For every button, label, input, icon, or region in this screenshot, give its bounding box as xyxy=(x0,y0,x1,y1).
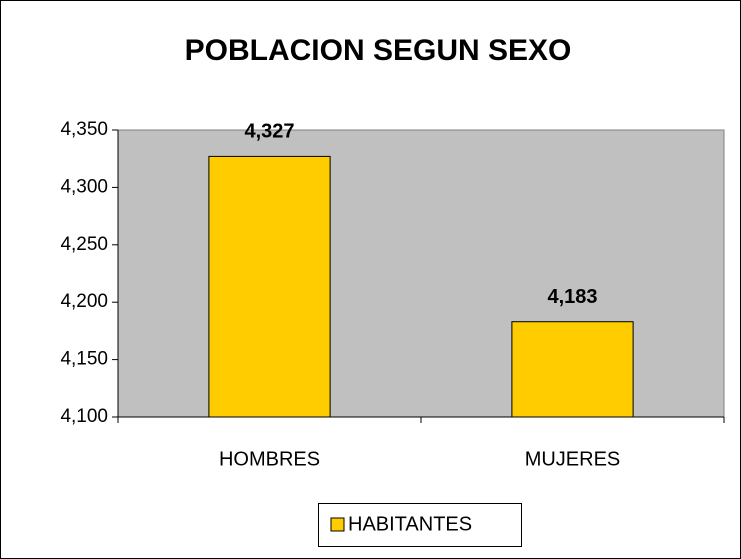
legend-swatch xyxy=(330,517,345,532)
legend-label: HABITANTES xyxy=(348,513,472,535)
y-tick-label: 4,150 xyxy=(60,349,108,370)
y-tick-label: 4,100 xyxy=(60,406,108,427)
legend-box xyxy=(318,503,522,547)
y-tick-label: 4,350 xyxy=(60,119,108,140)
bar xyxy=(511,321,634,418)
y-tick-label: 4,250 xyxy=(60,234,108,255)
x-tick-label: MUJERES xyxy=(525,448,621,470)
chart-title: POBLACION SEGUN SEXO xyxy=(185,34,572,67)
x-tick-label: HOMBRES xyxy=(219,448,320,470)
value-label: 4,183 xyxy=(547,286,597,308)
value-label: 4,327 xyxy=(244,121,294,143)
y-tick-label: 4,300 xyxy=(60,176,108,197)
bar xyxy=(208,155,331,418)
y-tick-label: 4,200 xyxy=(60,291,108,312)
